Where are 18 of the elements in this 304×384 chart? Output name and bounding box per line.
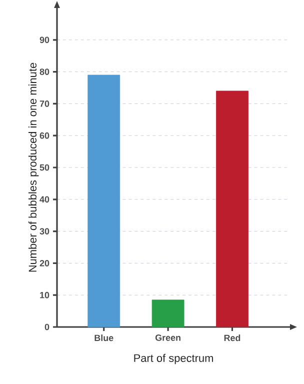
- y-tick-label: 0: [44, 324, 50, 330]
- y-axis-title: Number of bubbles produced in one minute: [28, 62, 39, 272]
- y-tick-label: 90: [40, 36, 50, 44]
- y-tick-label: 60: [40, 132, 50, 139]
- y-tick-label: 50: [40, 164, 50, 171]
- bar: [152, 300, 184, 328]
- y-tick-label: 40: [40, 196, 50, 203]
- y-tick-label: 30: [40, 228, 50, 234]
- bar: [88, 74, 120, 328]
- y-tick-label: 70: [40, 100, 50, 107]
- x-tick-label: Green: [155, 334, 180, 341]
- bar: [216, 90, 248, 328]
- x-axis-title: Part of spectrum: [134, 354, 213, 364]
- y-tick-label: 20: [40, 260, 50, 266]
- x-tick-label: Red: [224, 334, 240, 342]
- y-tick-label: 80: [40, 68, 50, 75]
- x-tick-label: Blue: [94, 334, 114, 342]
- y-tick-label: 10: [40, 292, 50, 298]
